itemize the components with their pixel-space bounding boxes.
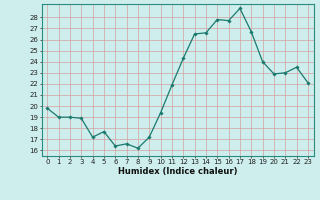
X-axis label: Humidex (Indice chaleur): Humidex (Indice chaleur) (118, 167, 237, 176)
